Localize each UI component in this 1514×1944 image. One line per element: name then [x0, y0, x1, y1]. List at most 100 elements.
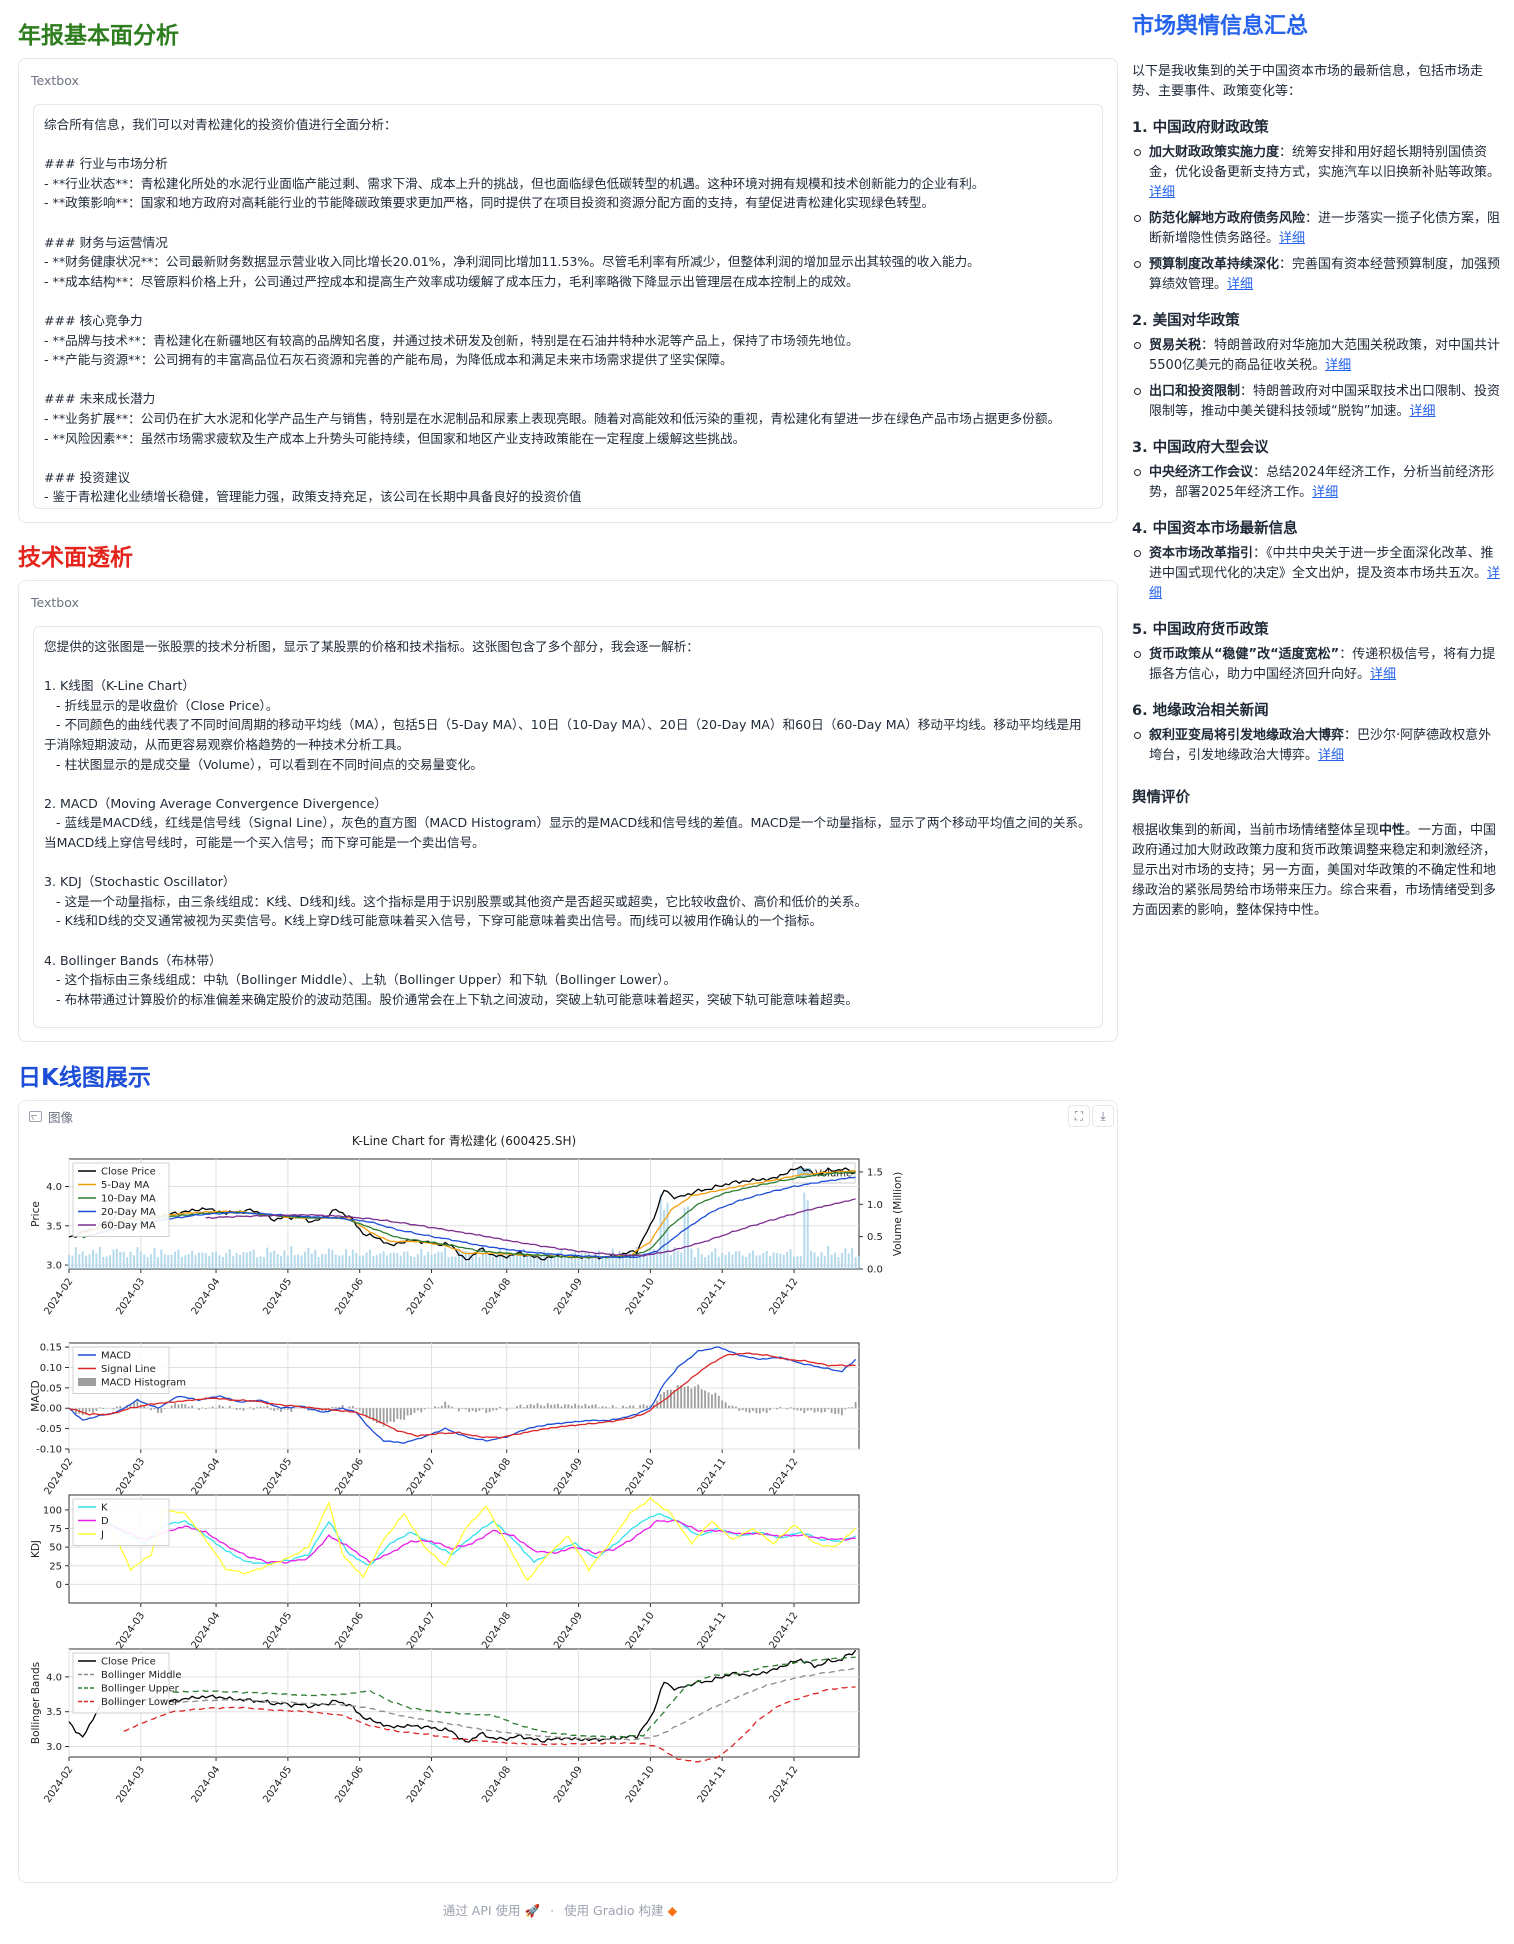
macd-histogram-bar — [153, 1408, 156, 1410]
volume-bar — [334, 1254, 337, 1269]
fullscreen-button[interactable]: ⛶ — [1068, 1105, 1090, 1127]
macd-histogram-bar — [752, 1408, 754, 1411]
volume-bar — [389, 1253, 392, 1269]
volume-bar — [307, 1247, 310, 1269]
macd-histogram-bar — [670, 1389, 672, 1409]
macd-histogram-bar — [546, 1403, 549, 1409]
macd-histogram-bar — [834, 1408, 836, 1414]
volume-bar — [844, 1248, 847, 1269]
x-tick-label: 2024-03 — [114, 1764, 147, 1805]
news-groups: 1. 中国政府财政政策 加大财政政策实施力度：统筹安排和用好超长期特别国债资金，优… — [1132, 116, 1502, 766]
macd-histogram-bar — [163, 1408, 166, 1409]
volume-bar — [639, 1256, 642, 1269]
macd-histogram-bar — [659, 1394, 662, 1409]
volume-bar — [546, 1251, 549, 1269]
macd-histogram-bar — [331, 1407, 334, 1409]
x-tick-label: 2024-02 — [42, 1456, 75, 1497]
volume-bar — [580, 1252, 583, 1269]
macd-histogram-bar — [563, 1404, 566, 1409]
macd-histogram-bar — [526, 1405, 529, 1409]
detail-link[interactable]: 详细 — [1279, 231, 1306, 246]
volume-bar — [232, 1256, 235, 1269]
volume-bar — [331, 1249, 334, 1269]
news-item-body: ：特朗普政府对中国采取技术出口限制、投资限制等，推动中美关键科技领域“脱钩”加速… — [1149, 384, 1501, 419]
y-tick-label: 0.15 — [40, 1343, 62, 1354]
volume-bar — [413, 1256, 416, 1269]
x-tick-label: 2024-04 — [190, 1610, 223, 1651]
y-tick-label: 4.0 — [46, 1672, 62, 1683]
detail-link[interactable]: 详细 — [1149, 185, 1176, 200]
download-button[interactable]: ⤓ — [1092, 1105, 1114, 1127]
news-item-body: ：进一步落实一揽子化债方案，阻断新增隐性债务路径。 — [1149, 211, 1501, 246]
x-tick-label: 2024-04 — [190, 1764, 223, 1805]
volume-bar — [406, 1251, 409, 1269]
macd-histogram-bar — [594, 1404, 597, 1409]
volume-legend-label: Volume — [815, 1169, 852, 1180]
macd-histogram-bar — [242, 1408, 245, 1411]
detail-link[interactable]: 详细 — [1312, 485, 1339, 500]
volume-bar — [553, 1256, 556, 1269]
volume-bar — [693, 1257, 696, 1269]
fundamental-textbox[interactable]: 综合所有信息，我们可以对青松建化的投资价值进行全面分析： ### 行业与市场分析… — [33, 104, 1103, 509]
series-line-k — [102, 1513, 856, 1566]
news-item-title: 中央经济工作会议 — [1149, 465, 1254, 480]
news-item-body: ：完善国有资本经营预算制度，加强预算绩效管理。 — [1149, 257, 1501, 292]
volume-bar — [587, 1253, 590, 1269]
volume-bar — [516, 1254, 519, 1269]
macd-histogram-bar — [810, 1408, 813, 1411]
footer-separator: · — [550, 1903, 555, 1918]
technical-textbox[interactable]: 您提供的这张图是一张股票的技术分析图，显示了某股票的价格和技术指标。这张图包含了… — [33, 626, 1103, 1028]
volume-bar — [139, 1251, 142, 1269]
volume-bar — [659, 1194, 662, 1269]
volume-bar — [324, 1254, 327, 1269]
macd-histogram-bar — [714, 1392, 717, 1409]
legend-label: 60-Day MA — [101, 1221, 156, 1232]
detail-link[interactable]: 详细 — [1227, 277, 1254, 292]
macd-histogram-bar — [769, 1408, 771, 1411]
macd-histogram-bar — [102, 1408, 105, 1410]
volume-bar — [437, 1251, 440, 1269]
macd-histogram-bar — [704, 1390, 707, 1409]
volume-bar — [816, 1256, 819, 1269]
macd-histogram-bar — [844, 1408, 847, 1410]
macd-histogram-bar — [372, 1408, 375, 1422]
volume-bar — [433, 1253, 436, 1269]
macd-histogram-bar — [813, 1408, 816, 1413]
news-item-text: 防范化解地方政府债务风险：进一步落实一揽子化债方案，阻断新增隐性债务路径。详细 — [1149, 209, 1502, 249]
volume-bar — [591, 1255, 594, 1269]
volume-bar — [468, 1252, 471, 1269]
volume-bar — [775, 1253, 778, 1269]
volume-bar — [68, 1255, 70, 1269]
detail-link[interactable]: 详细 — [1409, 404, 1436, 419]
volume-bar — [235, 1253, 238, 1269]
volume-bar — [102, 1256, 105, 1269]
volume-bar — [242, 1252, 245, 1269]
gradio-link[interactable]: 使用 Gradio 构建 — [564, 1903, 664, 1918]
detail-link[interactable]: 详细 — [1318, 748, 1345, 763]
detail-link[interactable]: 详细 — [1149, 566, 1501, 601]
volume-bar — [423, 1255, 426, 1269]
macd-histogram-bar — [690, 1388, 693, 1409]
volume-bar — [409, 1255, 412, 1269]
y-tick-label: 4.0 — [46, 1182, 62, 1193]
detail-link[interactable]: 详细 — [1370, 667, 1397, 682]
x-tick-label: 2024-05 — [261, 1456, 294, 1497]
volume-bar — [676, 1250, 679, 1269]
volume-bar — [382, 1251, 385, 1269]
volume-bar — [201, 1252, 204, 1269]
volume-bar — [748, 1253, 751, 1269]
macd-histogram-bar — [581, 1405, 583, 1409]
volume-bar — [191, 1250, 194, 1269]
volume-bar — [471, 1257, 474, 1269]
macd-histogram-bar — [560, 1406, 563, 1409]
macd-histogram-bar — [738, 1408, 741, 1411]
y-tick-label: 0.05 — [40, 1383, 62, 1394]
macd-histogram-bar — [758, 1408, 761, 1414]
volume-bar — [673, 1246, 676, 1269]
api-link[interactable]: 通过 API 使用 — [442, 1903, 521, 1918]
legend-label: Bollinger Lower — [101, 1697, 179, 1708]
bullet-icon — [1134, 342, 1141, 349]
detail-link[interactable]: 详细 — [1325, 358, 1352, 373]
macd-histogram-bar — [286, 1408, 289, 1410]
y2-tick-label: 0.5 — [867, 1232, 883, 1243]
